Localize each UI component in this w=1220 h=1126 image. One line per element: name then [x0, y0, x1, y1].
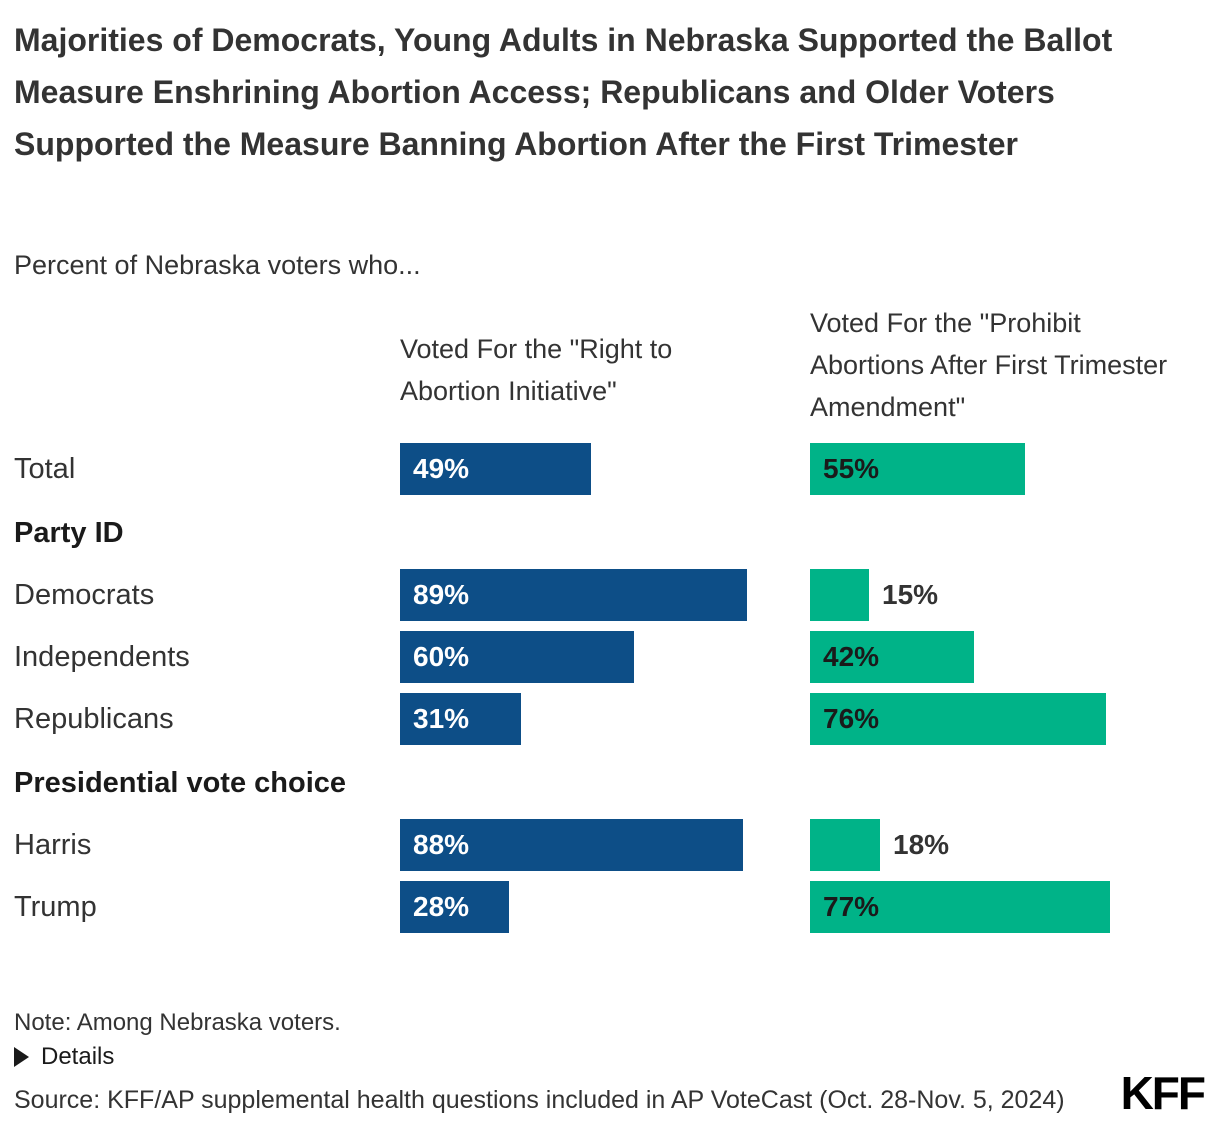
bar-democrats-col2: [810, 569, 869, 621]
bar-harris-col2: [810, 819, 880, 871]
value-label-democrats-col2: 15%: [882, 579, 939, 610]
chart-title: Majorities of Democrats, Young Adults in…: [14, 22, 1113, 162]
value-label-total-col2: 55%: [823, 453, 880, 484]
column-headers: Voted For the "Right to Abortion Initiat…: [0, 300, 1220, 438]
bar-total-col1: 49%: [400, 443, 591, 495]
expander-triangle-icon: [14, 1047, 29, 1067]
bar-republicans-col1: 31%: [400, 693, 521, 745]
bar-trump-col2: 77%: [810, 881, 1110, 933]
chart-row-trump: Trump 28% 77%: [0, 881, 1220, 933]
value-label-total-col1: 49%: [413, 453, 470, 484]
chart-subtitle: Percent of Nebraska voters who...: [14, 250, 421, 280]
chart-row-democrats: Democrats 89% 15%: [0, 569, 1220, 621]
value-label-democrats-col1: 89%: [413, 579, 470, 610]
column-header-right-to-abortion: Voted For the "Right to Abortion Initiat…: [400, 334, 673, 406]
bar-harris-col1: 88%: [400, 819, 743, 871]
value-label-trump-col1: 28%: [413, 891, 470, 922]
bar-trump-col1: 28%: [400, 881, 509, 933]
value-label-republicans-col2: 76%: [823, 703, 880, 734]
group-header-party-id: Party ID: [14, 516, 124, 549]
chart-row-independents: Independents 60% 42%: [0, 631, 1220, 683]
bar-democrats-col1: 89%: [400, 569, 747, 621]
row-label-trump: Trump: [14, 891, 97, 923]
bar-independents-col1: 60%: [400, 631, 634, 683]
details-expander[interactable]: Details: [14, 1042, 114, 1072]
value-label-republicans-col1: 31%: [413, 703, 470, 734]
column-header-prohibit-abortions: Voted For the "Prohibit Abortions After …: [810, 308, 1168, 422]
chart-row-republicans: Republicans 31% 76%: [0, 693, 1220, 745]
value-label-independents-col1: 60%: [413, 641, 470, 672]
row-label-total: Total: [14, 453, 76, 485]
kff-logo: KFF: [1120, 1067, 1206, 1119]
chart-row-harris: Harris 88% 18%: [0, 819, 1220, 871]
note-text: Note: Among Nebraska voters.: [14, 1009, 341, 1036]
chart-rows: Total 49% 55% Party ID Democrats 89% 15% Indepe…: [0, 443, 1220, 943]
value-label-harris-col2: 18%: [893, 829, 950, 860]
bar-independents-col2: 42%: [810, 631, 974, 683]
chart-row-total: Total 49% 55%: [0, 443, 1220, 495]
bar-total-col2: 55%: [810, 443, 1025, 495]
details-label: Details: [41, 1043, 115, 1070]
row-label-democrats: Democrats: [14, 579, 155, 611]
source-text: Source: KFF/AP supplemental health quest…: [14, 1086, 1065, 1114]
row-label-independents: Independents: [14, 641, 190, 673]
bar-republicans-col2: 76%: [810, 693, 1106, 745]
value-label-independents-col2: 42%: [823, 641, 880, 672]
value-label-harris-col1: 88%: [413, 829, 470, 860]
row-label-republicans: Republicans: [14, 703, 174, 735]
value-label-trump-col2: 77%: [823, 891, 880, 922]
row-label-harris: Harris: [14, 829, 92, 861]
group-header-presidential-vote-choice: Presidential vote choice: [14, 766, 347, 799]
